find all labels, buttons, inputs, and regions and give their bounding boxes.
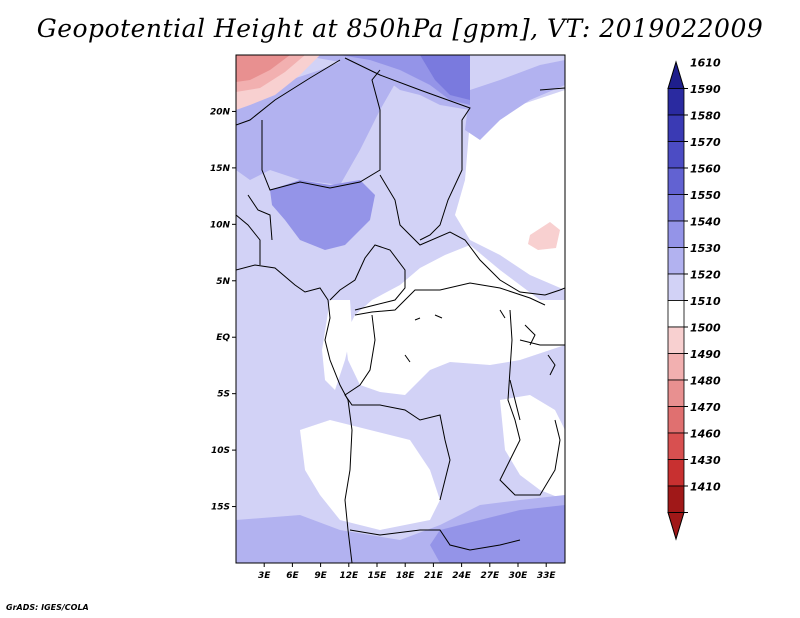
colorbar-label: 1560 xyxy=(690,163,721,176)
colorbar-label: 1520 xyxy=(690,269,721,282)
colorbar-swatch xyxy=(667,194,685,222)
lat-tick-label: 10S xyxy=(211,446,230,456)
colorbar-label: 1590 xyxy=(690,83,721,96)
colorbar-label: 1500 xyxy=(690,322,721,335)
coastlines-borders xyxy=(236,57,565,563)
border-niger xyxy=(236,59,341,126)
colorbar-swatch xyxy=(667,379,685,407)
field-1510-east-south xyxy=(500,395,565,500)
field-1510-central xyxy=(345,245,565,395)
field-1480-northwest xyxy=(236,55,290,82)
field-1530-northeast xyxy=(465,60,565,140)
border-lakes xyxy=(509,324,556,421)
lat-tick-label: 5N xyxy=(216,277,230,287)
lon-tick-label: 30E xyxy=(509,571,529,581)
lat-tick-label: 15N xyxy=(210,164,231,174)
colorbar-label: 1480 xyxy=(690,375,721,388)
colorbar-swatch xyxy=(667,167,685,195)
colorbar: 1610 1590 1580 1570 1560 1550 1540 1530 1520 1510… xyxy=(667,57,721,541)
colorbar-label: 1550 xyxy=(690,189,721,202)
border-east xyxy=(519,87,565,346)
colorbar-swatch xyxy=(667,406,685,434)
colorbar-swatch xyxy=(667,141,685,169)
border-chad xyxy=(379,174,546,296)
colorbar-swatch xyxy=(667,353,685,381)
lat-tick-label: 5S xyxy=(217,390,230,400)
lon-tick-label: 15E xyxy=(368,571,388,581)
colorbar-swatch xyxy=(667,485,685,513)
colorbar-label: 1580 xyxy=(690,110,721,123)
lat-tick-label: 20N xyxy=(210,107,231,117)
footer-credit: GrADS: IGES/COLA xyxy=(6,603,89,612)
colorbar-swatch xyxy=(667,114,685,142)
height-field xyxy=(236,55,565,563)
colorbar-swatch xyxy=(667,88,685,116)
colorbar-bottom-arrow xyxy=(667,512,685,541)
colorbar-swatch xyxy=(667,247,685,275)
lon-tick-label: 18E xyxy=(396,571,416,581)
lon-tick-label: 33E xyxy=(537,571,557,581)
border-north-2 xyxy=(344,57,471,241)
lat-tick-label: 10N xyxy=(210,220,231,230)
colorbar-label: 1410 xyxy=(690,481,721,494)
border-cameroon xyxy=(329,244,406,311)
lon-tick-label: 9E xyxy=(314,571,327,581)
colorbar-label: 1610 xyxy=(690,57,721,70)
colorbar-swatch xyxy=(667,300,685,328)
latitude-axis: 20N 15N 10N 5N EQ 5S 10S 15S xyxy=(210,107,236,513)
lat-tick-label: EQ xyxy=(216,333,230,343)
colorbar-label: 1510 xyxy=(690,295,721,308)
colorbar-label: 1570 xyxy=(690,136,721,149)
colorbar-label: 1530 xyxy=(690,242,721,255)
lon-tick-label: 12E xyxy=(339,571,359,581)
colorbar-swatch xyxy=(667,432,685,460)
border-angola-south xyxy=(349,529,521,551)
colorbar-swatch xyxy=(667,459,685,487)
colorbar-label: 1540 xyxy=(690,216,721,229)
lon-tick-label: 24E xyxy=(452,571,472,581)
colorbar-label: 1490 xyxy=(690,348,721,361)
field-1500-east xyxy=(528,222,560,250)
plot-frame xyxy=(235,54,566,564)
field-1550-north xyxy=(420,55,470,100)
lon-tick-label: 6E xyxy=(286,571,299,581)
colorbar-swatch xyxy=(667,220,685,248)
lon-tick-label: 27E xyxy=(480,571,500,581)
lon-tick-label: 3E xyxy=(258,571,271,581)
border-drc-east xyxy=(499,309,561,496)
chart-title: Geopotential Height at 850hPa [gpm], VT:… xyxy=(36,14,764,43)
coastline-central xyxy=(404,309,506,363)
field-1540-nigeria xyxy=(270,180,375,250)
field-1510-coast xyxy=(322,300,352,390)
border-west xyxy=(236,194,273,265)
colorbar-swatch xyxy=(667,326,685,354)
colorbar-label: 1460 xyxy=(690,428,721,441)
colorbar-swatch xyxy=(667,273,685,301)
colorbar-label: 1430 xyxy=(690,454,721,467)
lon-tick-label: 21E xyxy=(424,571,444,581)
border-drc-west xyxy=(344,314,451,501)
border-north-1 xyxy=(261,69,381,191)
lat-tick-label: 15S xyxy=(211,503,230,513)
border-congo xyxy=(354,282,546,316)
coastline-gulf-of-guinea xyxy=(236,264,353,563)
field-1510-south xyxy=(300,420,440,530)
colorbar-label: 1470 xyxy=(690,401,721,414)
colorbar-top-arrow xyxy=(667,60,685,89)
longitude-axis: 3E 6E 9E 12E 15E 18E 21E 24E 27E 30E 33E xyxy=(258,563,556,581)
